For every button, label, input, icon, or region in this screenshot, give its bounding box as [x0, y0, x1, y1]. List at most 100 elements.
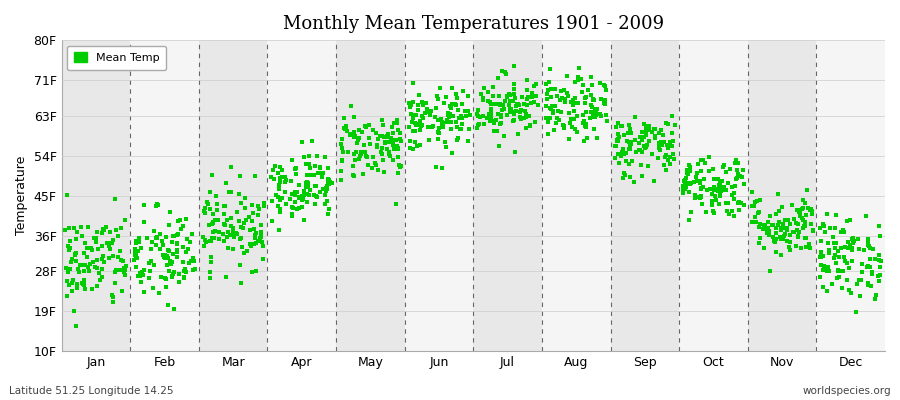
Point — [335, 158, 349, 165]
Point — [508, 63, 522, 69]
Point — [633, 147, 647, 154]
Point — [369, 162, 383, 168]
Point — [203, 259, 218, 266]
Point — [346, 134, 361, 140]
Point — [702, 154, 716, 160]
Point — [338, 124, 352, 131]
Point — [135, 268, 149, 275]
Point — [60, 269, 75, 275]
Point — [162, 268, 176, 275]
Point — [544, 102, 559, 109]
Point — [152, 246, 166, 253]
Point — [618, 172, 633, 178]
Point — [454, 115, 469, 121]
Point — [304, 138, 319, 144]
Point — [832, 274, 846, 280]
Point — [445, 105, 459, 111]
Point — [346, 114, 361, 120]
Point — [798, 200, 813, 207]
Point — [560, 73, 574, 80]
Point — [153, 231, 167, 237]
Point — [642, 122, 656, 129]
Point — [273, 164, 287, 170]
Point — [421, 123, 436, 130]
Point — [494, 113, 508, 120]
Point — [80, 244, 94, 251]
Point — [712, 182, 726, 188]
Point — [70, 229, 85, 236]
Point — [805, 210, 819, 217]
Point — [333, 176, 347, 183]
Point — [511, 102, 526, 108]
Point — [688, 192, 702, 198]
Point — [676, 186, 690, 192]
Point — [659, 120, 673, 127]
Point — [647, 178, 662, 184]
Point — [176, 223, 190, 229]
Bar — [61, 40, 130, 351]
Point — [245, 202, 259, 208]
Point — [834, 268, 849, 274]
Point — [632, 146, 646, 153]
Point — [233, 262, 248, 268]
Point — [756, 222, 770, 228]
Point — [103, 228, 117, 235]
Point — [628, 114, 643, 120]
Point — [840, 260, 854, 266]
Point — [335, 157, 349, 163]
Point — [510, 131, 525, 138]
Point — [435, 121, 449, 128]
Point — [310, 153, 324, 159]
Text: worldspecies.org: worldspecies.org — [803, 386, 891, 396]
Point — [248, 173, 262, 179]
Point — [434, 116, 448, 122]
Point — [211, 217, 225, 223]
Point — [68, 250, 82, 257]
Point — [570, 113, 584, 119]
Point — [793, 210, 807, 216]
Bar — [748, 40, 816, 351]
Point — [61, 225, 76, 231]
Point — [147, 262, 161, 268]
Point — [785, 202, 799, 208]
Point — [796, 223, 811, 230]
Point — [544, 106, 559, 113]
Point — [817, 223, 832, 229]
Point — [586, 97, 600, 103]
Point — [615, 149, 629, 156]
Point — [217, 238, 231, 244]
Point — [264, 174, 278, 181]
Point — [184, 258, 199, 264]
Point — [610, 131, 625, 137]
Point — [412, 92, 427, 98]
Point — [756, 226, 770, 232]
Point — [409, 112, 423, 118]
Point — [318, 191, 332, 198]
Point — [731, 160, 745, 166]
Point — [711, 188, 725, 194]
Point — [843, 216, 858, 223]
Point — [796, 205, 811, 211]
Point — [474, 91, 489, 98]
Point — [94, 256, 109, 262]
Point — [100, 240, 114, 246]
Point — [89, 234, 104, 241]
Point — [337, 115, 351, 121]
Point — [695, 201, 709, 208]
Point — [682, 161, 697, 168]
Point — [117, 272, 131, 279]
Point — [831, 267, 845, 273]
Point — [562, 136, 576, 142]
Point — [292, 194, 306, 201]
Point — [450, 106, 464, 113]
Point — [166, 269, 181, 275]
Point — [507, 111, 521, 118]
Point — [363, 140, 377, 147]
Point — [254, 234, 268, 240]
Point — [746, 203, 760, 209]
Point — [273, 175, 287, 181]
Point — [392, 161, 407, 168]
Point — [802, 241, 816, 247]
Point — [405, 119, 419, 126]
Point — [108, 279, 122, 286]
